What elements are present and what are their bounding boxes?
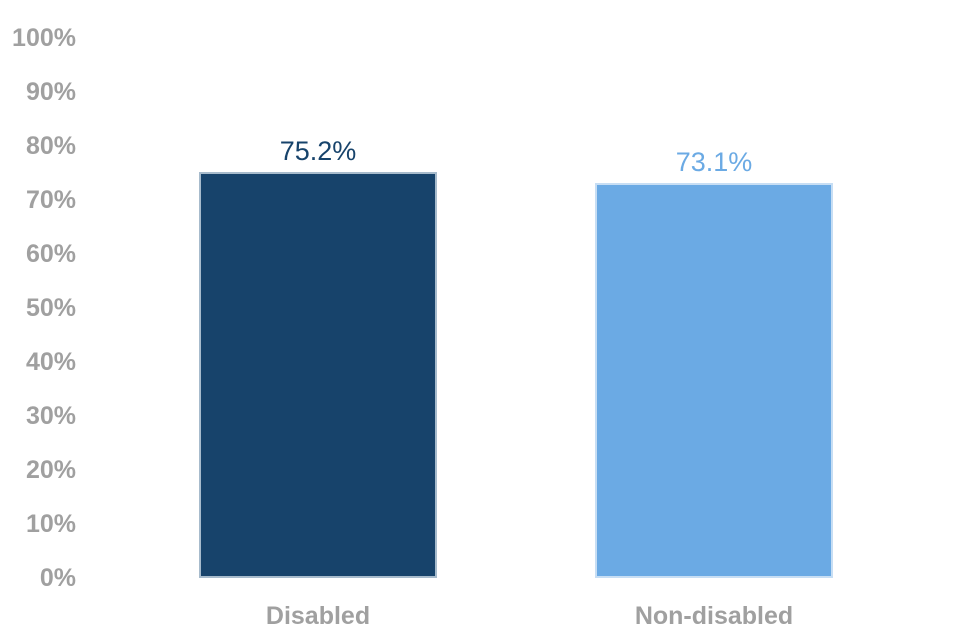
y-axis-tick-label: 80% xyxy=(25,132,76,160)
y-axis-tick-label: 100% xyxy=(12,24,76,52)
y-axis-tick-label: 10% xyxy=(25,510,76,538)
y-axis: 100% 90% 80% 70% 60% 50% 40% 30% 20% 10%… xyxy=(0,23,76,593)
bar-disabled xyxy=(199,172,437,578)
y-axis-tick-label: 70% xyxy=(25,186,76,214)
bar-value-label-disabled: 75.2% xyxy=(279,136,357,166)
bar-non-disabled xyxy=(595,183,833,578)
category-label-non-disabled: Non-disabled xyxy=(634,602,794,630)
bar-group-disabled: 75.2% xyxy=(199,136,437,578)
y-axis-tick-label: 40% xyxy=(25,348,76,376)
y-axis-tick-label: 30% xyxy=(25,402,76,430)
bar-value-label-non-disabled: 73.1% xyxy=(675,147,753,177)
y-axis-tick-label: 20% xyxy=(25,456,76,484)
y-axis-tick-label: 0% xyxy=(39,564,76,592)
category-label-disabled: Disabled xyxy=(265,602,371,630)
y-axis-tick-label: 60% xyxy=(25,240,76,268)
bar-group-non-disabled: 73.1% xyxy=(595,147,833,578)
y-axis-tick-label: 90% xyxy=(25,78,76,106)
y-axis-tick-label: 50% xyxy=(25,294,76,322)
